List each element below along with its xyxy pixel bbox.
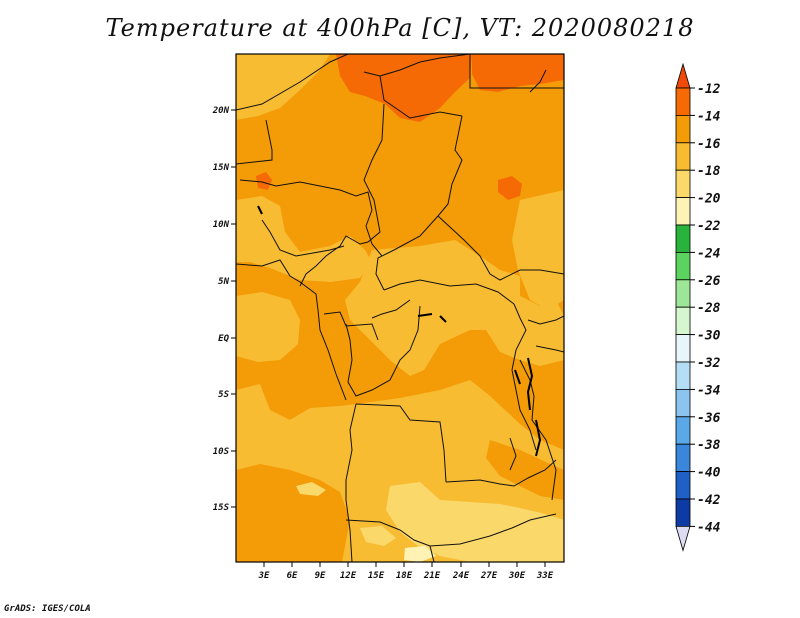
- colorbar-bottom-arrow: [675, 526, 691, 552]
- colorbar-label: -32: [697, 356, 721, 371]
- lat-label: 15N: [213, 163, 230, 173]
- lon-label: 33E: [536, 571, 554, 581]
- colorbar-swatch: [675, 142, 691, 171]
- colorbar-swatch: [675, 443, 691, 473]
- lon-label: 3E: [258, 571, 270, 581]
- colorbar-swatch: [675, 388, 691, 418]
- colorbar-swatch: [675, 306, 691, 336]
- colorbar-swatch: [675, 498, 691, 527]
- coolest-area-south: [386, 482, 564, 562]
- coolest-patch-south-west: [360, 526, 396, 546]
- lat-label: 15S: [213, 503, 230, 513]
- cool-area-central: [345, 240, 520, 376]
- colorbar-label: -44: [697, 520, 721, 535]
- coldest-patch: [404, 546, 436, 562]
- colorbar-swatch: [675, 279, 691, 308]
- colorbar-swatch: [675, 471, 691, 500]
- colorbar-label: -20: [697, 192, 721, 207]
- colorbar-label: -38: [697, 438, 721, 453]
- coolest-patch-angola: [296, 482, 326, 496]
- lon-label: 15E: [368, 571, 385, 581]
- colorbar-swatch: [675, 224, 691, 253]
- colorbar-swatch: [675, 334, 691, 363]
- chart-title: Temperature at 400hPa [C], VT: 202008021…: [105, 14, 695, 42]
- warm-strip-southeast: [486, 440, 564, 500]
- lat-label: 5S: [218, 390, 229, 400]
- lon-label: 24E: [452, 571, 470, 581]
- colorbar-label: -24: [697, 246, 721, 261]
- colorbar-swatch: [675, 251, 691, 281]
- colorbar-top-arrow: [675, 62, 691, 89]
- colorbar-label: -42: [697, 493, 721, 508]
- colorbar-label: -36: [697, 411, 721, 426]
- grads-credit: GrADS: IGES/COLA: [4, 604, 91, 614]
- cool-area-west: [236, 196, 372, 282]
- colorbar-label: -18: [697, 164, 721, 179]
- cool-area-east-east: [512, 190, 564, 310]
- lat-label: 10S: [213, 447, 230, 457]
- lon-label: 12E: [340, 571, 357, 581]
- colorbar-label: -14: [697, 109, 721, 124]
- lat-label: 10N: [213, 220, 230, 230]
- lat-label: EQ: [218, 334, 229, 344]
- lon-label: 18E: [396, 571, 413, 581]
- cool-area-gabon: [236, 292, 300, 362]
- country-borders: [236, 54, 564, 562]
- lon-label: 30E: [508, 571, 526, 581]
- colorbar-label: -30: [697, 329, 721, 344]
- temperature-field: [236, 54, 564, 562]
- lat-label: 5N: [218, 277, 229, 287]
- lon-label: 27E: [480, 571, 498, 581]
- colorbar: -12 -14 -16 -18 -20 -22 -24 -26 -28 -30 -32 -34 -36 -…: [675, 62, 721, 552]
- warm-patch-sudan: [498, 176, 522, 200]
- warm-patch-north: [336, 54, 472, 122]
- lakes: [257, 205, 542, 457]
- cool-area-northwest: [236, 54, 330, 120]
- longitude-axis: 3E 6E 9E 12E 15E 18E 21E 24E 27E 30E 33E: [258, 562, 554, 581]
- colorbar-label: -12: [697, 82, 721, 97]
- colorbar-label: -22: [697, 219, 721, 234]
- colorbar-swatch: [675, 416, 691, 445]
- warm-patch-west: [256, 172, 272, 190]
- colorbar-label: -28: [697, 301, 721, 316]
- colorbar-swatch: [675, 87, 691, 116]
- latitude-axis: 20N 15N 10N 5N EQ 5S 10S 15S: [212, 106, 236, 513]
- colorbar-swatch: [675, 361, 691, 390]
- colorbar-label: -16: [697, 137, 721, 152]
- cool-area-congo-east: [484, 296, 564, 366]
- colorbar-swatch: [675, 115, 691, 144]
- colorbar-swatch: [675, 169, 691, 198]
- lon-label: 21E: [423, 571, 441, 581]
- colorbar-label: -26: [697, 274, 721, 289]
- colorbar-label: -34: [697, 383, 721, 398]
- warm-patch-northeast: [472, 54, 564, 92]
- colorbar-swatch: [675, 197, 691, 226]
- lon-label: 6E: [287, 571, 298, 581]
- lon-label: 9E: [315, 571, 326, 581]
- map-frame: [235, 53, 565, 563]
- lat-label: 20N: [212, 106, 230, 116]
- colorbar-label: -40: [697, 466, 721, 481]
